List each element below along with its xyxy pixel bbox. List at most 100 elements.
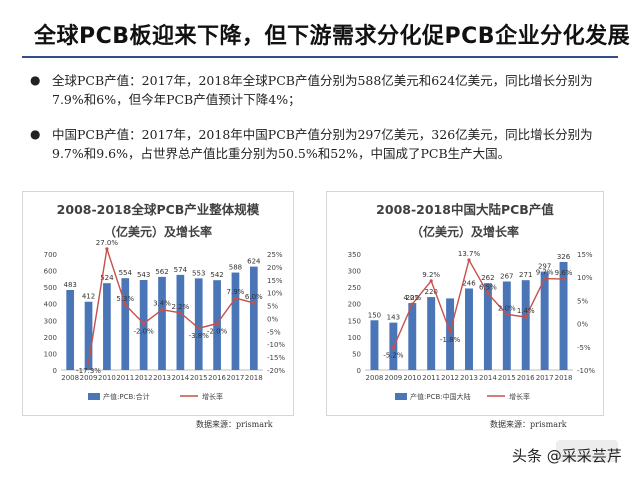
growth-rate-point	[410, 302, 414, 306]
y-right-tick-label: 0%	[577, 321, 588, 329]
chart-subtitle: （亿美元）及增长率	[411, 224, 519, 239]
x-tick-label: 2009	[80, 374, 98, 382]
legend-line-label: 增长率	[202, 392, 223, 401]
legend-bar-label: 产值:PCB:中国大陆	[410, 392, 471, 401]
x-tick-label: 2009	[384, 374, 402, 382]
bar-value-label: 246	[462, 279, 476, 287]
growth-rate-line	[87, 248, 254, 364]
growth-rate-point	[233, 296, 238, 300]
y-left-tick-label: 350	[348, 251, 361, 259]
growth-rate-label: -3.8%	[189, 332, 210, 340]
x-tick-label: 2010	[98, 374, 116, 382]
bar	[502, 281, 511, 370]
x-tick-label: 2018	[555, 374, 573, 382]
bar-value-label: 562	[155, 268, 168, 276]
x-tick-label: 2015	[498, 374, 516, 382]
x-tick-label: 2017	[227, 374, 245, 382]
y-left-tick-label: 700	[44, 251, 57, 259]
bar	[103, 283, 111, 370]
y-right-tick-label: -20%	[267, 367, 285, 375]
x-tick-label: 2010	[403, 374, 421, 382]
x-tick-label: 2008	[61, 374, 79, 382]
x-tick-label: 2014	[479, 374, 497, 382]
bar-value-label: 542	[210, 271, 223, 279]
bullet-text: 中国PCB产值：2017年，2018年中国PCB产值分别为297亿美元，326亿…	[52, 127, 593, 161]
bar-value-label: 554	[119, 269, 133, 277]
x-tick-label: 2017	[536, 374, 554, 382]
y-left-tick-label: 300	[348, 268, 361, 276]
growth-rate-point	[561, 277, 566, 281]
growth-rate-label: 2.2%	[171, 303, 189, 311]
y-right-tick-label: 25%	[267, 251, 283, 259]
bar-value-label: 574	[174, 266, 188, 274]
y-left-tick-label: 100	[348, 334, 361, 342]
chart-title: 2008-2018中国大陆PCB产值	[376, 202, 554, 217]
bar	[121, 278, 130, 370]
y-right-tick-label: -5%	[577, 344, 591, 352]
bullet-symbol: ●	[30, 73, 41, 87]
bar-value-label: 412	[82, 293, 95, 301]
bar-value-label: 267	[500, 273, 513, 281]
y-right-tick-label: 5%	[577, 297, 588, 305]
bar	[446, 298, 455, 370]
bar-value-label: 143	[387, 314, 400, 322]
y-left-tick-label: 200	[348, 301, 361, 309]
growth-rate-point	[448, 330, 452, 334]
bar-value-label: 553	[192, 269, 205, 277]
growth-rate-point	[215, 322, 219, 326]
x-tick-label: 2011	[422, 374, 440, 382]
x-tick-label: 2015	[190, 374, 208, 382]
legend-bar-swatch	[88, 393, 100, 400]
x-tick-label: 2011	[116, 374, 134, 382]
chart-title: 2008-2018全球PCB产业整体规模	[57, 202, 260, 217]
legend-bar-swatch	[395, 393, 407, 400]
bar	[231, 272, 240, 370]
china-pcb-chart: 2008-2018中国大陆PCB产值 （亿美元）及增长率 0 50 100 150 200 2…	[348, 202, 596, 401]
bullet-china-pcb: ● 中国PCB产值：2017年，2018年中国PCB产值分别为297亿美元，32…	[30, 125, 620, 163]
growth-rate-label: 2.0%	[498, 304, 516, 312]
source-note: 数据来源：prismark	[490, 420, 567, 429]
bar	[521, 280, 530, 370]
slide-title: 全球PCB板迎来下降，但下游需求分化促PCB企业分化发展	[34, 24, 631, 49]
growth-rate-label: -17.3%	[76, 367, 101, 375]
growth-rate-label: 1.4%	[517, 307, 535, 315]
growth-rate-label: 7.9%	[227, 288, 245, 296]
growth-rate-point	[142, 322, 146, 326]
growth-rate-point	[486, 291, 490, 296]
growth-rate-point	[178, 311, 182, 315]
bullet-text: 全球PCB产值：2017年，2018年全球PCB产值分别为588亿美元和624亿…	[52, 73, 593, 107]
y-right-tick-label: 0%	[267, 315, 278, 323]
bar	[559, 261, 568, 370]
bar-value-label: 202	[406, 294, 419, 302]
growth-rate-label: -2.0%	[133, 328, 154, 336]
y-left-tick-label: 0	[53, 367, 57, 375]
growth-rate-label: -1.8%	[440, 336, 461, 344]
y-right-tick-label: 15%	[267, 277, 283, 285]
y-right-tick-label: 20%	[267, 264, 283, 272]
bar-value-label: 624	[247, 258, 261, 266]
watermark: 头条 @采采芸芹	[512, 447, 622, 465]
x-tick-label: 2013	[460, 374, 478, 382]
bar	[427, 297, 436, 370]
growth-rate-point	[197, 326, 201, 330]
bar-value-label: 543	[137, 271, 150, 279]
x-tick-label: 2016	[517, 374, 535, 382]
legend-bar-label: 产值:PCB:合计	[103, 392, 150, 401]
y-left-tick-label: 100	[44, 350, 57, 358]
chart-subtitle: （亿美元）及增长率	[104, 224, 212, 239]
growth-rate-point	[252, 301, 256, 305]
growth-rate-line	[392, 258, 564, 349]
x-tick-label: 2016	[208, 374, 226, 382]
y-left-tick-label: 250	[348, 284, 361, 292]
y-right-tick-label: -10%	[577, 367, 595, 375]
x-tick-label: 2014	[171, 374, 189, 382]
y-right-tick-label: 5%	[267, 303, 278, 311]
bar	[176, 274, 185, 370]
y-left-tick-label: 200	[44, 334, 57, 342]
bar	[194, 278, 203, 370]
growth-rate-point	[505, 312, 509, 316]
y-left-tick-label: 500	[44, 284, 57, 292]
bar	[465, 288, 473, 370]
x-tick-label: 2012	[135, 374, 153, 382]
source-note: 数据来源：prismark	[196, 420, 273, 429]
